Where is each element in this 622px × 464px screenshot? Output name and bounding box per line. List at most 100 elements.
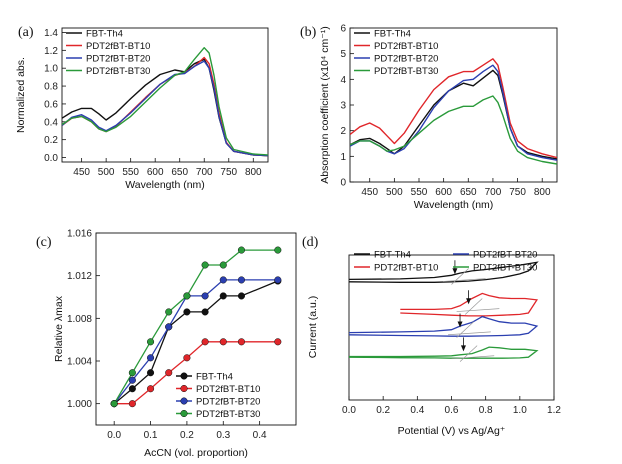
y-tick-label: 1.016 (67, 229, 92, 240)
x-tick-label: 750 (220, 167, 237, 178)
x-tick-label: 750 (509, 187, 526, 198)
y-tick-label: 1.004 (67, 357, 92, 368)
cv-loop-fbt-th4 (349, 261, 539, 283)
x-axis-label: Wavelength (nm) (125, 179, 205, 191)
y-tick-label: 0.8 (44, 82, 58, 93)
data-point-pdt2fbt-bt30 (110, 400, 118, 408)
x-tick-label: 450 (361, 187, 378, 198)
series-line-pdt2fbt-bt20 (62, 60, 268, 157)
x-tick-label: 700 (196, 167, 213, 178)
y-tick-label: 2 (340, 126, 346, 137)
legend-label-pdt2fbt-bt30: PDT2fBT-BT30 (374, 66, 438, 77)
plot-area (350, 58, 557, 165)
y-tick-label: 5 (340, 49, 346, 60)
onset-tangent (459, 345, 478, 362)
cv-loop-pdt2fbt-bt20 (349, 315, 539, 337)
data-point-pdt2fbt-bt30 (219, 261, 227, 269)
data-point-pdt2fbt-bt10 (146, 385, 155, 393)
data-point-pdt2fbt-bt10 (219, 338, 227, 346)
legend-label-pdt2fbt-bt30: PDT2fBT-BT30 (473, 263, 537, 274)
y-tick-label: 1 (340, 152, 346, 163)
legend-label-pdt2fbt-bt20: PDT2fBT-BT20 (473, 250, 537, 261)
legend-marker-fbt-th4 (180, 372, 188, 380)
x-tick-label: 650 (171, 167, 188, 178)
x-tick-label: 0.6 (445, 405, 459, 416)
series-line-pdt2fbt-bt20 (350, 64, 557, 161)
legend-label-pdt2fbt-bt10: PDT2fBT-BT10 (374, 41, 438, 52)
data-point-pdt2fbt-bt30 (128, 369, 136, 377)
onset-arrowhead (460, 345, 466, 352)
x-axis-label: Wavelength (nm) (414, 199, 494, 211)
x-tick-label: 0.0 (107, 430, 121, 441)
data-point-fbt-th4 (237, 292, 246, 300)
data-point-pdt2fbt-bt10 (237, 338, 246, 346)
legend-label-pdt2fbt-bt20: PDT2fBT-BT20 (196, 397, 260, 408)
data-point-pdt2fbt-bt20 (237, 276, 246, 284)
x-tick-label: 450 (73, 167, 90, 178)
onset-tangent (451, 268, 469, 285)
y-axis-label: Relative λmax (53, 295, 65, 362)
y-axis-label: Absorption coefficient (x10⁴ cm⁻¹) (319, 26, 331, 184)
legend-marker-pdt2fbt-bt30 (180, 409, 188, 418)
data-point-pdt2fbt-bt20 (219, 276, 227, 284)
data-point-fbt-th4 (146, 369, 155, 377)
data-point-fbt-th4 (219, 292, 227, 300)
x-tick-label: 550 (122, 167, 139, 178)
y-tick-label: 3 (340, 101, 346, 112)
onset-tangent (464, 298, 483, 315)
plot-area (110, 246, 282, 408)
data-point-fbt-th4 (128, 385, 136, 393)
y-axis-label: Normalized abs. (15, 57, 27, 133)
series-line-pdt2fbt-bt30 (350, 95, 557, 165)
data-point-pdt2fbt-bt10 (274, 338, 282, 346)
data-point-pdt2fbt-bt10 (183, 354, 191, 362)
y-tick-label: 1.000 (67, 399, 92, 410)
plot-area (349, 261, 539, 362)
y-tick-label: 1.012 (67, 271, 92, 282)
data-point-pdt2fbt-bt20 (165, 323, 173, 331)
series-line-pdt2fbt-bt10 (350, 58, 557, 159)
legend-label-pdt2fbt-bt20: PDT2fBT-BT20 (374, 54, 438, 65)
axes-frame (95, 232, 297, 426)
onset-baseline (451, 355, 495, 360)
legend-label-fbt-th4: FBT-Th4 (374, 29, 411, 40)
data-point-pdt2fbt-bt20 (146, 354, 155, 362)
y-tick-label: 0.6 (44, 99, 58, 110)
x-tick-label: 700 (485, 187, 502, 198)
x-tick-label: 0.4 (410, 405, 424, 416)
x-tick-label: 600 (147, 167, 164, 178)
onset-baseline (456, 308, 500, 312)
legend-label-pdt2fbt-bt10: PDT2fBT-BT10 (374, 263, 438, 274)
cv-loop-pdt2fbt-bt10 (400, 292, 539, 317)
y-tick-label: 1.4 (44, 28, 58, 39)
y-tick-label: 0 (340, 178, 346, 189)
data-point-fbt-th4 (201, 308, 209, 316)
data-point-pdt2fbt-bt20 (201, 292, 209, 300)
y-tick-label: 1.0 (44, 64, 58, 75)
x-tick-label: 800 (534, 187, 551, 198)
x-tick-label: 0.4 (253, 430, 267, 441)
x-tick-label: 0.1 (144, 430, 158, 441)
y-tick-label: 1.2 (44, 46, 58, 57)
x-tick-label: 1.2 (547, 405, 561, 416)
panel-label: (d) (302, 235, 319, 250)
plot-area (62, 47, 268, 157)
legend-marker-pdt2fbt-bt20 (180, 397, 188, 405)
y-tick-label: 0.2 (44, 135, 58, 146)
y-tick-label: 6 (340, 24, 346, 35)
onset-baseline (448, 331, 491, 336)
axes-frame (61, 27, 269, 163)
x-tick-label: 500 (98, 167, 115, 178)
data-point-pdt2fbt-bt10 (128, 400, 136, 408)
onset-baseline (442, 278, 486, 282)
legend-label-pdt2fbt-bt20: PDT2fBT-BT20 (86, 54, 150, 65)
axes-frame (348, 254, 555, 401)
x-axis-label: AcCN (vol. proportion) (144, 447, 248, 459)
panel-label: (a) (18, 25, 34, 40)
legend-label-fbt-th4: FBT-Th4 (86, 29, 123, 40)
panel-label: (b) (300, 25, 317, 40)
y-tick-label: 0.4 (44, 117, 58, 128)
series-line-pdt2fbt-bt30 (62, 47, 268, 156)
